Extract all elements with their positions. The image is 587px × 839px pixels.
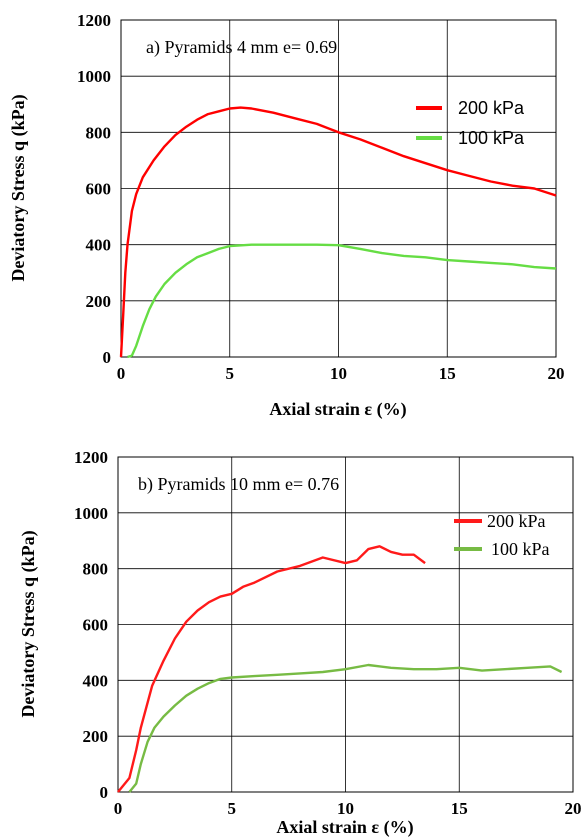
series-line-200-kpa-a <box>119 106 557 358</box>
y-tick-label-b-2: 400 <box>83 671 109 690</box>
legend-label-200-kpa-a: 200 kPa <box>458 98 525 118</box>
y-tick-label-a-5: 1000 <box>77 67 111 86</box>
series-line-100-kpa-b <box>128 663 563 793</box>
y-tick-label-b-6: 1200 <box>74 448 108 467</box>
x-tick-label-a-4: 20 <box>548 364 565 383</box>
series-group-a <box>119 106 557 359</box>
x-tick-label-b-4: 20 <box>565 799 582 818</box>
y-tick-label-b-3: 600 <box>83 616 109 635</box>
x-axis-label-b: Axial strain ε (%) <box>276 817 413 838</box>
y-tick-label-a-6: 1200 <box>77 11 111 30</box>
y-tick-label-b-0: 0 <box>100 783 109 802</box>
legend-label-100-kpa-b: 100 kPa <box>491 539 550 559</box>
legend-a: 200 kPa 100 kPa <box>416 98 525 148</box>
grid-b <box>117 456 574 793</box>
y-tick-label-a-4: 800 <box>86 123 112 142</box>
y-tick-label-b-5: 1000 <box>74 504 108 523</box>
x-tick-label-a-0: 0 <box>117 364 126 383</box>
y-tick-label-b-1: 200 <box>83 727 109 746</box>
y-axis-label-b: Deviatory Stress q (kPa) <box>18 530 39 717</box>
y-axis-label-a: Deviatory Stress q (kPa) <box>8 94 29 281</box>
y-tick-label-a-1: 200 <box>86 292 112 311</box>
chart-title-a: a) Pyramids 4 mm e= 0.69 <box>146 37 337 58</box>
series-line-100-kpa-a <box>127 243 557 359</box>
legend-label-200-kpa-b: 200 kPa <box>487 511 546 531</box>
x-tick-label-a-1: 5 <box>226 364 235 383</box>
chart-title-b: b) Pyramids 10 mm e= 0.76 <box>138 474 339 495</box>
series-group-b <box>117 545 563 793</box>
legend-b: 200 kPa 100 kPa <box>454 511 550 559</box>
x-tick-label-b-0: 0 <box>114 799 123 818</box>
x-tick-label-b-2: 10 <box>337 799 354 818</box>
x-tick-label-b-1: 5 <box>228 799 237 818</box>
y-tick-label-b-4: 800 <box>83 560 109 579</box>
y-tick-label-a-3: 600 <box>86 180 112 199</box>
x-axis-label-a: Axial strain ε (%) <box>269 399 406 420</box>
y-tick-label-a-2: 400 <box>86 236 112 255</box>
y-tick-label-a-0: 0 <box>103 348 112 367</box>
legend-label-100-kpa-a: 100 kPa <box>458 128 525 148</box>
x-tick-label-a-3: 15 <box>439 364 456 383</box>
series-line-200-kpa-b <box>117 545 426 793</box>
x-tick-label-b-3: 15 <box>451 799 468 818</box>
x-tick-label-a-2: 10 <box>330 364 347 383</box>
